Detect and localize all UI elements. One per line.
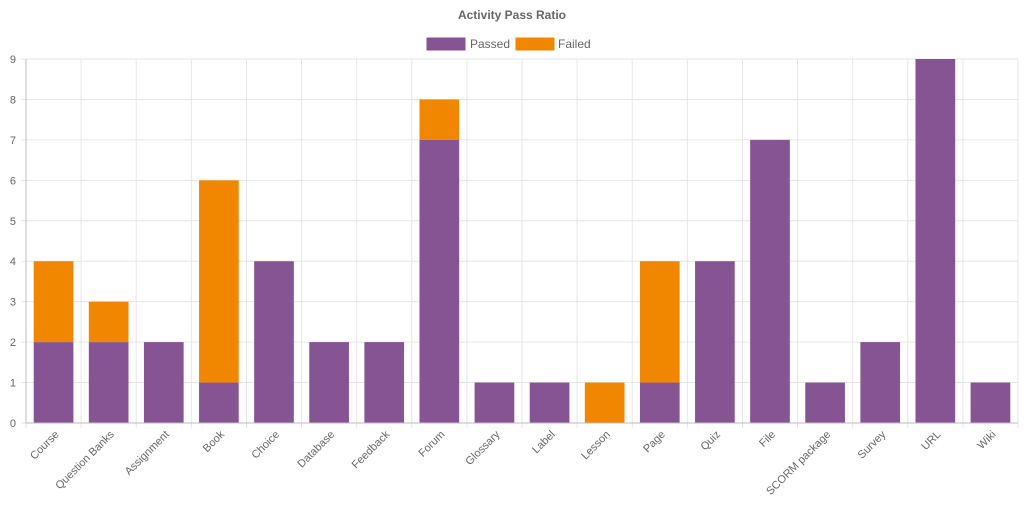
x-tick-label: Question Banks (53, 428, 117, 492)
bar-passed-12 (695, 261, 735, 423)
bar-passed-3 (199, 382, 239, 423)
x-tick-label: Wiki (975, 429, 998, 452)
chart-legend: Passed Failed (426, 37, 591, 51)
y-tick-label: 0 (10, 418, 16, 430)
y-tick-label: 3 (10, 297, 16, 309)
bar-failed-11 (639, 261, 680, 383)
x-tick-label: Forum (416, 429, 447, 460)
legend-item-passed[interactable]: Passed (426, 37, 510, 51)
y-axis: 0 1 2 3 4 5 6 7 8 9 (10, 54, 27, 430)
x-tick-label: URL (919, 429, 943, 453)
bar-passed-17 (970, 382, 1011, 423)
legend-label: Failed (558, 37, 591, 51)
y-tick-label: 6 (10, 175, 16, 187)
y-tick-label: 9 (10, 54, 16, 66)
chart-grid (21, 58, 1019, 428)
x-tick-label: Database (295, 429, 337, 471)
legend-swatch (426, 37, 466, 51)
x-tick-label: Page (641, 429, 668, 456)
y-tick-label: 8 (10, 94, 16, 106)
bar-passed-8 (474, 382, 515, 423)
bar-passed-2 (143, 342, 184, 423)
chart-bars (33, 59, 1011, 423)
bar-passed-0 (33, 342, 74, 423)
x-tick-label: Quiz (699, 429, 723, 453)
y-tick-label: 4 (10, 256, 16, 268)
x-tick-label: Book (201, 428, 228, 455)
bar-passed-13 (750, 139, 790, 423)
bar-passed-1 (88, 342, 129, 423)
x-tick-label: Assignment (123, 429, 172, 478)
bar-passed-9 (529, 382, 570, 423)
bar-failed-7 (419, 99, 460, 140)
x-tick-label: Choice (249, 429, 282, 462)
bar-passed-6 (364, 342, 405, 423)
bar-failed-10 (584, 382, 625, 423)
bar-passed-14 (805, 382, 845, 423)
bar-failed-0 (33, 261, 74, 343)
x-tick-label: Survey (856, 428, 889, 461)
bar-passed-4 (254, 261, 294, 423)
bar-passed-7 (419, 139, 460, 423)
x-tick-label: Feedback (350, 428, 393, 471)
x-tick-label: Course (28, 429, 62, 463)
x-tick-label: Glossary (463, 428, 503, 468)
legend-swatch (515, 37, 555, 51)
bar-passed-15 (860, 342, 901, 423)
bar-passed-16 (915, 59, 956, 423)
y-tick-label: 5 (10, 216, 16, 228)
bar-failed-1 (88, 301, 129, 343)
y-tick-label: 7 (10, 135, 16, 147)
y-tick-label: 1 (10, 378, 16, 390)
chart-title: Activity Pass Ratio (458, 8, 566, 22)
bar-passed-5 (309, 342, 349, 423)
y-tick-label: 2 (10, 337, 16, 349)
bar-passed-11 (639, 382, 680, 423)
legend-label: Passed (470, 37, 510, 51)
bar-failed-3 (199, 180, 239, 383)
x-tick-label: Lesson (579, 429, 613, 463)
x-tick-label: File (757, 429, 778, 450)
legend-item-failed[interactable]: Failed (515, 37, 591, 51)
x-tick-label: Label (530, 429, 558, 457)
